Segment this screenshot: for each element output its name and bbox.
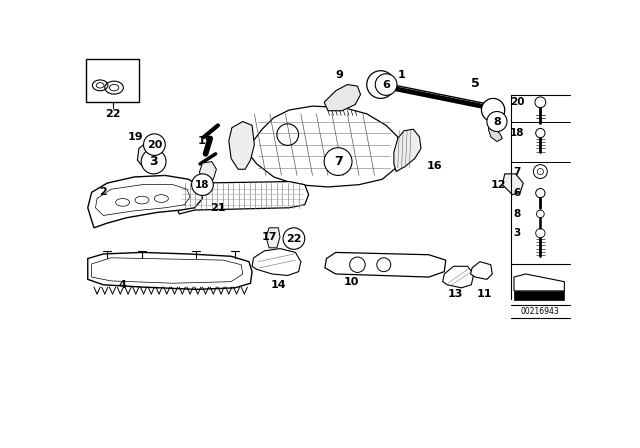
Circle shape bbox=[375, 74, 397, 95]
Text: 16: 16 bbox=[427, 161, 443, 171]
Polygon shape bbox=[470, 262, 492, 280]
Circle shape bbox=[367, 71, 395, 99]
Polygon shape bbox=[514, 274, 564, 291]
Text: 00216943: 00216943 bbox=[521, 307, 560, 316]
Text: 7: 7 bbox=[333, 155, 342, 168]
Text: 8: 8 bbox=[493, 116, 501, 126]
Polygon shape bbox=[252, 249, 301, 276]
Circle shape bbox=[487, 112, 507, 132]
Polygon shape bbox=[325, 252, 446, 277]
Polygon shape bbox=[88, 252, 252, 289]
Polygon shape bbox=[443, 266, 474, 288]
Text: 15: 15 bbox=[198, 136, 213, 146]
Text: 22: 22 bbox=[105, 109, 120, 119]
Circle shape bbox=[283, 228, 305, 250]
Text: 2: 2 bbox=[99, 187, 107, 198]
Polygon shape bbox=[394, 129, 421, 172]
Polygon shape bbox=[173, 181, 308, 214]
Polygon shape bbox=[88, 176, 202, 228]
Text: 12: 12 bbox=[491, 180, 506, 190]
Polygon shape bbox=[502, 174, 524, 195]
Circle shape bbox=[324, 148, 352, 176]
Text: 9: 9 bbox=[336, 70, 344, 80]
Text: 17: 17 bbox=[261, 232, 277, 242]
Circle shape bbox=[481, 99, 505, 121]
Circle shape bbox=[143, 134, 165, 155]
Text: 19: 19 bbox=[128, 132, 143, 142]
Text: 22: 22 bbox=[286, 233, 301, 244]
Text: 3: 3 bbox=[513, 228, 521, 238]
Polygon shape bbox=[266, 228, 280, 248]
Polygon shape bbox=[249, 106, 402, 187]
Polygon shape bbox=[514, 291, 564, 300]
Text: 6: 6 bbox=[382, 80, 390, 90]
Text: 18: 18 bbox=[510, 128, 524, 138]
Polygon shape bbox=[488, 121, 502, 142]
Text: 5: 5 bbox=[471, 77, 479, 90]
Text: 1: 1 bbox=[397, 70, 406, 80]
Text: 10: 10 bbox=[344, 277, 359, 287]
Text: 20: 20 bbox=[510, 97, 524, 107]
Text: 4: 4 bbox=[118, 280, 127, 290]
Text: 3: 3 bbox=[149, 155, 158, 168]
Text: 21: 21 bbox=[210, 203, 226, 213]
Circle shape bbox=[141, 149, 166, 174]
Circle shape bbox=[191, 174, 213, 195]
Text: 18: 18 bbox=[195, 180, 210, 190]
Text: 6: 6 bbox=[513, 188, 521, 198]
Text: 8: 8 bbox=[513, 209, 521, 219]
Polygon shape bbox=[229, 121, 254, 169]
Polygon shape bbox=[324, 85, 360, 111]
Text: 13: 13 bbox=[447, 289, 463, 299]
Text: 7: 7 bbox=[513, 167, 521, 177]
Polygon shape bbox=[138, 141, 161, 168]
Bar bbox=[86, 59, 139, 102]
Polygon shape bbox=[199, 162, 216, 179]
Text: 20: 20 bbox=[147, 140, 162, 150]
Text: 14: 14 bbox=[271, 280, 286, 290]
Text: 11: 11 bbox=[477, 289, 492, 299]
